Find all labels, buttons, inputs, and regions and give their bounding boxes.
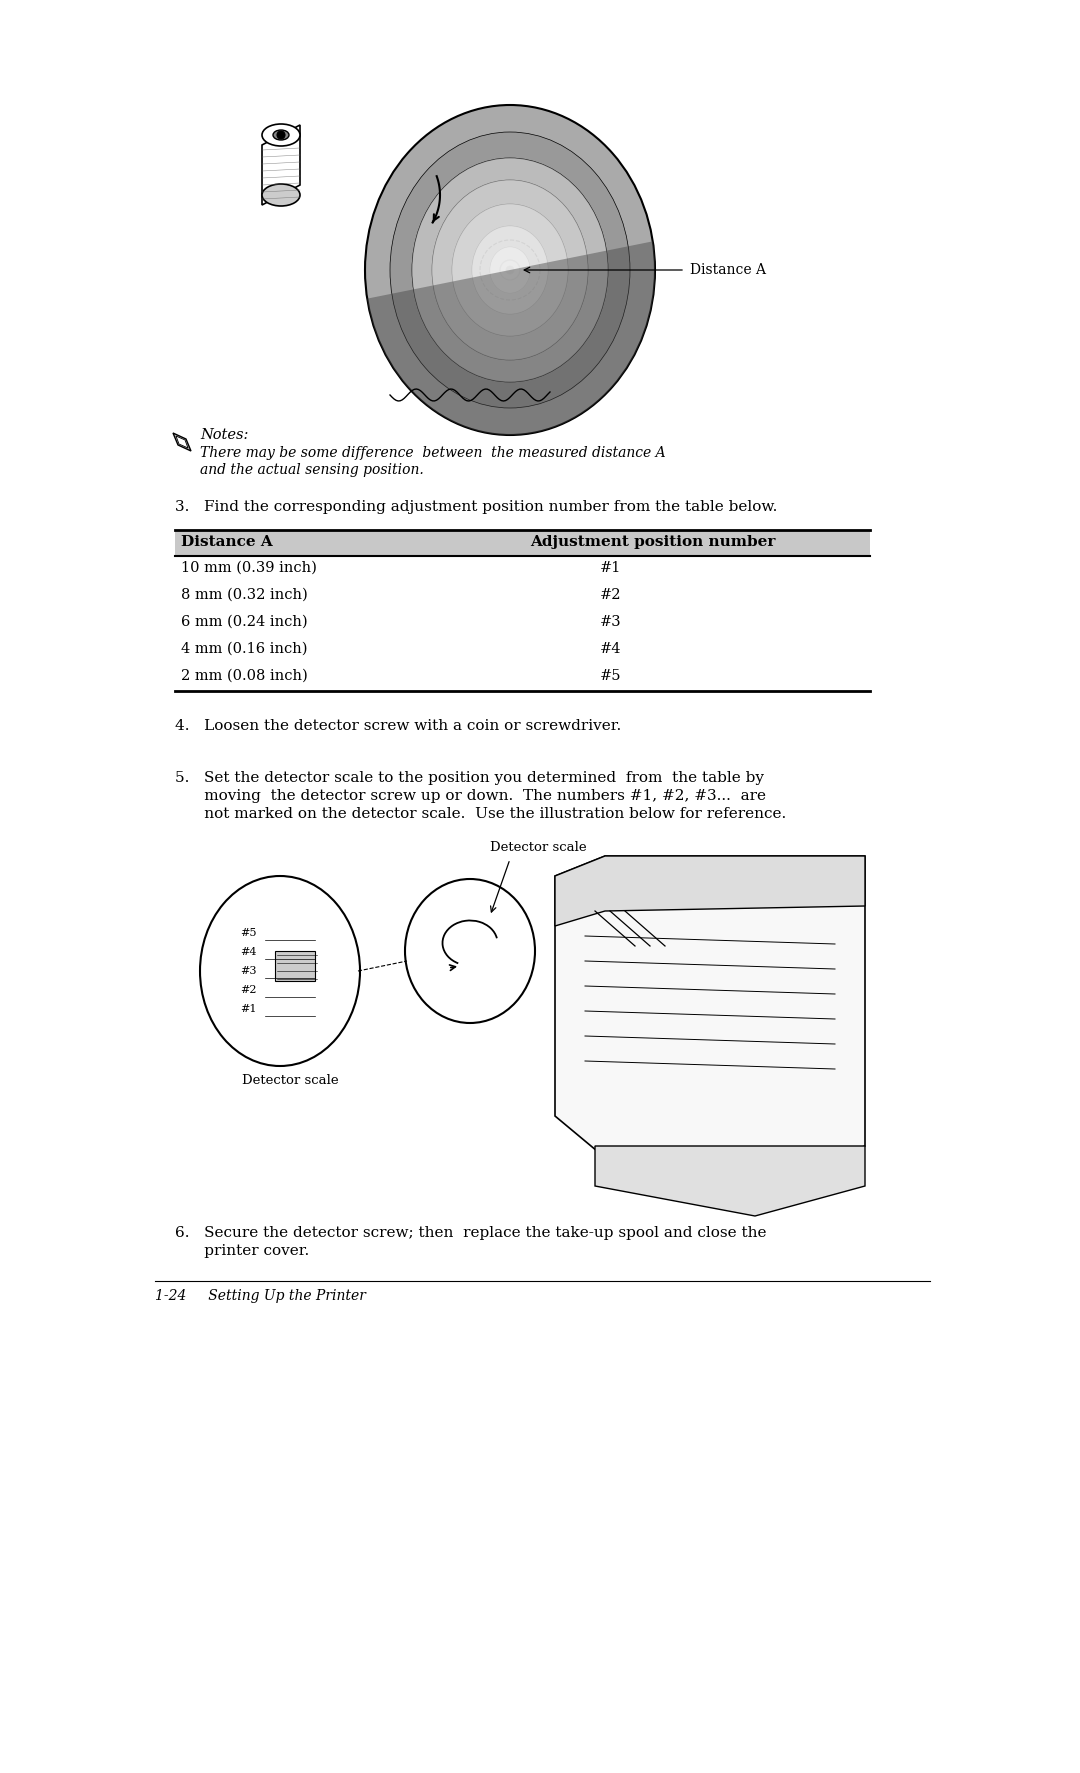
Text: #3: #3 [240,966,257,975]
Ellipse shape [262,124,300,145]
Text: 1-24     Setting Up the Printer: 1-24 Setting Up the Printer [156,1289,366,1303]
Text: #2: #2 [600,589,621,603]
Polygon shape [176,436,188,449]
Text: 6 mm (0.24 inch): 6 mm (0.24 inch) [181,615,308,629]
Text: #4: #4 [600,642,621,656]
Polygon shape [555,856,865,926]
Polygon shape [173,433,191,450]
Ellipse shape [273,129,289,140]
Ellipse shape [490,246,530,293]
Ellipse shape [432,181,588,360]
Text: 6.   Secure the detector screw; then  replace the take-up spool and close the: 6. Secure the detector screw; then repla… [175,1225,767,1239]
Polygon shape [555,856,865,1186]
Text: 10 mm (0.39 inch): 10 mm (0.39 inch) [181,560,316,574]
Polygon shape [262,126,300,206]
Text: 2 mm (0.08 inch): 2 mm (0.08 inch) [181,668,308,683]
Ellipse shape [472,225,548,314]
Text: #2: #2 [240,986,257,995]
Ellipse shape [405,879,535,1023]
Polygon shape [367,241,654,434]
Ellipse shape [453,204,568,337]
Ellipse shape [432,181,588,360]
Ellipse shape [411,158,608,381]
Ellipse shape [262,184,300,206]
Text: #3: #3 [600,615,622,629]
Text: and the actual sensing position.: and the actual sensing position. [200,463,423,477]
Bar [275,950,315,980]
Text: not marked on the detector scale.  Use the illustration below for reference.: not marked on the detector scale. Use th… [175,807,786,821]
Circle shape [507,266,514,275]
Text: #5: #5 [240,927,257,938]
Text: 5.   Set the detector scale to the position you determined  from  the table by: 5. Set the detector scale to the positio… [175,771,764,785]
Text: #1: #1 [600,560,621,574]
Text: #4: #4 [240,947,257,957]
Ellipse shape [200,876,360,1066]
Ellipse shape [365,105,654,434]
Text: moving  the detector screw up or down.  The numbers #1, #2, #3...  are: moving the detector screw up or down. Th… [175,789,766,803]
Text: Notes:: Notes: [200,427,248,441]
Circle shape [500,261,519,280]
Ellipse shape [490,246,530,293]
Ellipse shape [453,204,568,337]
Bar [175,530,870,557]
Text: Detector scale: Detector scale [242,1074,339,1087]
Text: printer cover.: printer cover. [175,1245,309,1259]
Ellipse shape [411,158,608,381]
Text: Detector scale: Detector scale [490,840,586,855]
Circle shape [276,131,285,138]
Text: #5: #5 [600,668,621,683]
Text: Distance A: Distance A [690,262,766,277]
Text: 4.   Loosen the detector screw with a coin or screwdriver.: 4. Loosen the detector screw with a coin… [175,720,621,732]
Text: 4 mm (0.16 inch): 4 mm (0.16 inch) [181,642,308,656]
Text: #1: #1 [240,1004,257,1014]
Text: Distance A: Distance A [181,535,273,550]
Text: There may be some difference  between  the measured distance A: There may be some difference between the… [200,447,665,459]
Text: 3.   Find the corresponding adjustment position number from the table below.: 3. Find the corresponding adjustment pos… [175,500,778,514]
Ellipse shape [472,225,548,314]
Polygon shape [595,1145,865,1216]
Ellipse shape [390,131,630,408]
Text: 8 mm (0.32 inch): 8 mm (0.32 inch) [181,589,308,603]
Text: Adjustment position number: Adjustment position number [530,535,775,550]
